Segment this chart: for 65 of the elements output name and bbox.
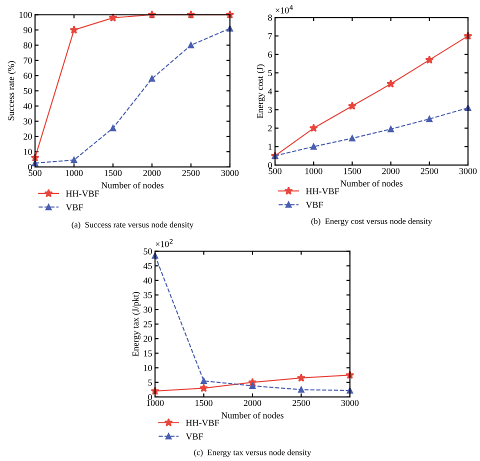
x-tick-label: 3000 bbox=[341, 400, 359, 406]
x-tick-label: 3000 bbox=[221, 170, 239, 176]
legend-label: VBF bbox=[66, 204, 83, 210]
y-tick-label: 20 bbox=[144, 336, 152, 342]
y-axis-title: Energy cost (J) bbox=[256, 64, 265, 118]
y-tick-label: 90 bbox=[24, 27, 32, 34]
legend-label: HH-VBF bbox=[66, 190, 100, 197]
x-tick-label: 2000 bbox=[244, 400, 262, 406]
x-tick-label: 1500 bbox=[344, 168, 361, 174]
x-tick-label: 2500 bbox=[420, 168, 438, 174]
y-tick-label: 1 bbox=[268, 144, 272, 150]
legend-label: VBF bbox=[306, 202, 323, 208]
y-tick-label: 15 bbox=[144, 350, 152, 356]
text: ×10$^{2}$ bbox=[156, 238, 173, 248]
y-tick-label: 0 bbox=[28, 164, 32, 170]
y-tick-label: 100 bbox=[20, 12, 32, 18]
x-tick-label: 1000 bbox=[66, 170, 83, 176]
y-tick-label: 50 bbox=[144, 248, 152, 254]
text: ×10$^{4}$ bbox=[276, 5, 293, 14]
y-tick-label: 30 bbox=[144, 306, 152, 313]
x-tick-label: 1500 bbox=[196, 400, 212, 406]
x-tick-label: 1000 bbox=[146, 400, 164, 406]
y-tick-label: 80 bbox=[24, 42, 32, 48]
x-tick-label: 2500 bbox=[182, 170, 200, 176]
y-tick-label: 2 bbox=[268, 125, 272, 132]
x-tick-label: 1000 bbox=[305, 168, 322, 174]
y-tick-label: 25 bbox=[144, 321, 152, 328]
y-tick-label: 10 bbox=[24, 148, 32, 155]
y-tick-label: 70 bbox=[24, 58, 32, 64]
x-axis-title: Number of nodes bbox=[340, 180, 403, 187]
x-tick-label: 1500 bbox=[104, 170, 122, 176]
y-tick-label: 30 bbox=[24, 118, 32, 124]
y-tick-label: 10 bbox=[144, 364, 152, 372]
x-tick-label: 500 bbox=[28, 170, 42, 176]
y-tick-label: 3 bbox=[268, 106, 272, 113]
legend-label: VBF bbox=[186, 434, 203, 440]
x-tick-label: 3000 bbox=[459, 168, 477, 174]
y-axis-title: Success rate (%) bbox=[8, 61, 16, 120]
text: (c) Energy tax versus node density bbox=[194, 449, 312, 457]
y-tick-label: 8 bbox=[268, 14, 272, 21]
x-tick-label: 2500 bbox=[292, 400, 310, 406]
y-tick-label: 4 bbox=[268, 88, 272, 94]
y-tick-label: 0 bbox=[148, 394, 152, 400]
y-axis-title: Energy tax (J/pkt) bbox=[132, 292, 140, 356]
x-tick-label: 2000 bbox=[143, 170, 161, 176]
legend-label: HH-VBF bbox=[186, 420, 220, 426]
legend-label: HH-VBF bbox=[306, 188, 340, 194]
text: (b) Energy cost versus node density bbox=[311, 218, 432, 226]
y-tick-label: 5 bbox=[268, 70, 272, 76]
y-tick-label: 40 bbox=[143, 278, 152, 284]
y-tick-label: 60 bbox=[24, 72, 32, 79]
y-tick-label: 0 bbox=[268, 162, 272, 168]
y-tick-label: 7 bbox=[268, 33, 272, 40]
y-tick-label: 35 bbox=[144, 292, 152, 298]
y-tick-label: 40 bbox=[23, 103, 32, 110]
y-tick-label: 5 bbox=[148, 380, 152, 386]
y-tick-label: 50 bbox=[24, 88, 32, 94]
x-axis-title: Number of nodes bbox=[101, 182, 164, 188]
x-tick-label: 2000 bbox=[382, 168, 400, 174]
x-tick-label: 500 bbox=[268, 168, 282, 174]
x-axis-title: Number of nodes bbox=[221, 412, 284, 418]
y-tick-label: 6 bbox=[268, 52, 272, 58]
y-tick-label: 20 bbox=[24, 134, 32, 140]
y-tick-label: 45 bbox=[143, 263, 152, 270]
text: (a) Success rate versus node density bbox=[72, 222, 194, 230]
